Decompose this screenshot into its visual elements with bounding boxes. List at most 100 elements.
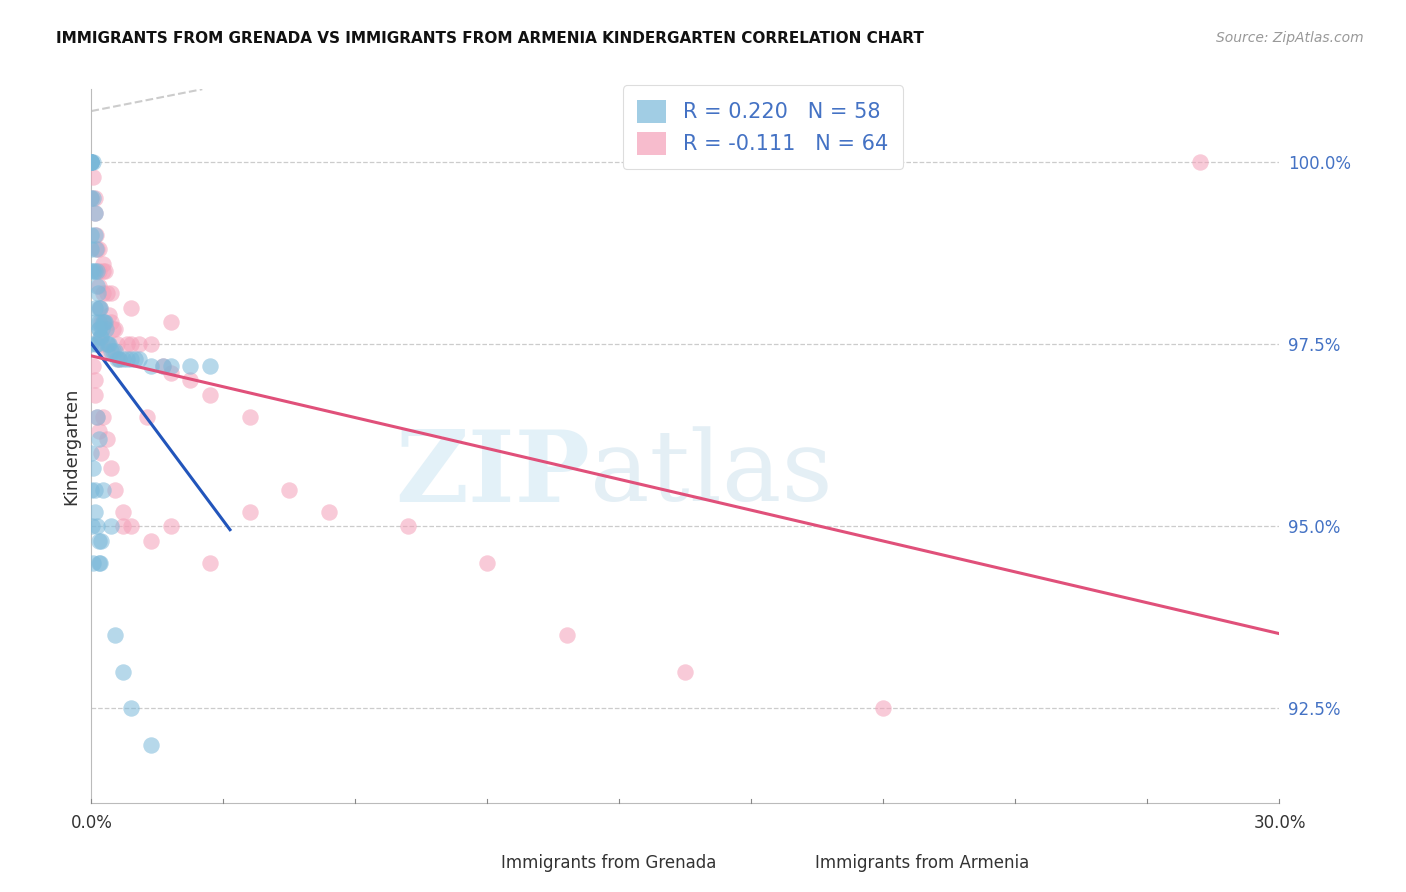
Point [80, 446, 103, 460]
Point [100, 519, 122, 533]
Point [87, 301, 110, 315]
Point [98, 337, 121, 351]
Point [80, 155, 103, 169]
Point [83, 206, 105, 220]
Point [159, 359, 181, 373]
Point [80, 264, 103, 278]
Point [86, 409, 108, 424]
Point [84, 504, 107, 518]
Text: IMMIGRANTS FROM GRENADA VS IMMIGRANTS FROM ARMENIA KINDERGARTEN CORRELATION CHAR: IMMIGRANTS FROM GRENADA VS IMMIGRANTS FR… [56, 31, 924, 46]
Point [152, 359, 174, 373]
Point [278, 483, 301, 497]
Point [159, 315, 181, 329]
Point [239, 504, 262, 518]
Point [86, 278, 108, 293]
Point [96, 322, 118, 336]
Point [135, 409, 157, 424]
Point [108, 351, 131, 366]
Point [872, 701, 894, 715]
Point [86, 264, 108, 278]
Point [84, 264, 107, 278]
Point [104, 344, 127, 359]
Point [100, 344, 122, 359]
Point [86, 519, 108, 533]
Point [84, 388, 107, 402]
Point [100, 286, 122, 301]
Point [120, 701, 142, 715]
Point [120, 519, 142, 533]
Point [80, 227, 103, 242]
Point [89, 425, 111, 439]
Point [318, 504, 340, 518]
Point [80, 155, 103, 169]
Point [128, 337, 150, 351]
Point [1189, 155, 1212, 169]
Point [80, 155, 103, 169]
Point [108, 351, 131, 366]
Point [89, 322, 111, 336]
Point [105, 337, 128, 351]
Point [87, 286, 110, 301]
Point [98, 308, 121, 322]
Point [112, 504, 135, 518]
Point [112, 665, 135, 679]
Point [90, 533, 112, 548]
Point [100, 315, 122, 329]
Point [104, 483, 127, 497]
Point [82, 155, 104, 169]
Point [91, 257, 114, 271]
Point [124, 351, 146, 366]
Point [80, 155, 103, 169]
Point [198, 556, 221, 570]
Point [104, 322, 127, 336]
Point [84, 227, 107, 242]
Point [82, 359, 104, 373]
Point [84, 243, 107, 257]
Point [89, 556, 111, 570]
Point [83, 301, 105, 315]
Point [94, 264, 117, 278]
Point [89, 315, 111, 329]
Point [84, 227, 107, 242]
Point [198, 388, 221, 402]
Point [673, 665, 696, 679]
Point [89, 301, 111, 315]
Point [84, 206, 107, 220]
Y-axis label: Kindergarten: Kindergarten [62, 387, 80, 505]
Point [80, 483, 103, 497]
Point [89, 432, 111, 446]
Point [93, 315, 115, 329]
Point [91, 315, 114, 329]
Point [89, 556, 111, 570]
Point [120, 301, 142, 315]
Point [89, 278, 111, 293]
Point [80, 191, 103, 205]
Point [115, 337, 138, 351]
Point [115, 351, 138, 366]
Point [84, 315, 107, 329]
Point [96, 337, 118, 351]
Point [90, 446, 112, 460]
Point [82, 191, 104, 205]
Point [239, 409, 262, 424]
Point [90, 330, 112, 344]
Point [139, 359, 162, 373]
Point [87, 533, 110, 548]
Point [112, 519, 135, 533]
Point [86, 409, 108, 424]
Point [82, 264, 104, 278]
Point [89, 243, 111, 257]
Text: atlas: atlas [591, 426, 834, 523]
Point [87, 322, 110, 336]
Point [179, 359, 201, 373]
Point [101, 344, 124, 359]
Text: Immigrants from Grenada: Immigrants from Grenada [501, 854, 716, 871]
Point [91, 286, 114, 301]
Text: 0.0%: 0.0% [70, 814, 112, 832]
Point [120, 351, 142, 366]
Point [83, 374, 105, 388]
Point [112, 351, 135, 366]
Point [396, 519, 419, 533]
Point [82, 169, 104, 184]
Point [101, 322, 124, 336]
